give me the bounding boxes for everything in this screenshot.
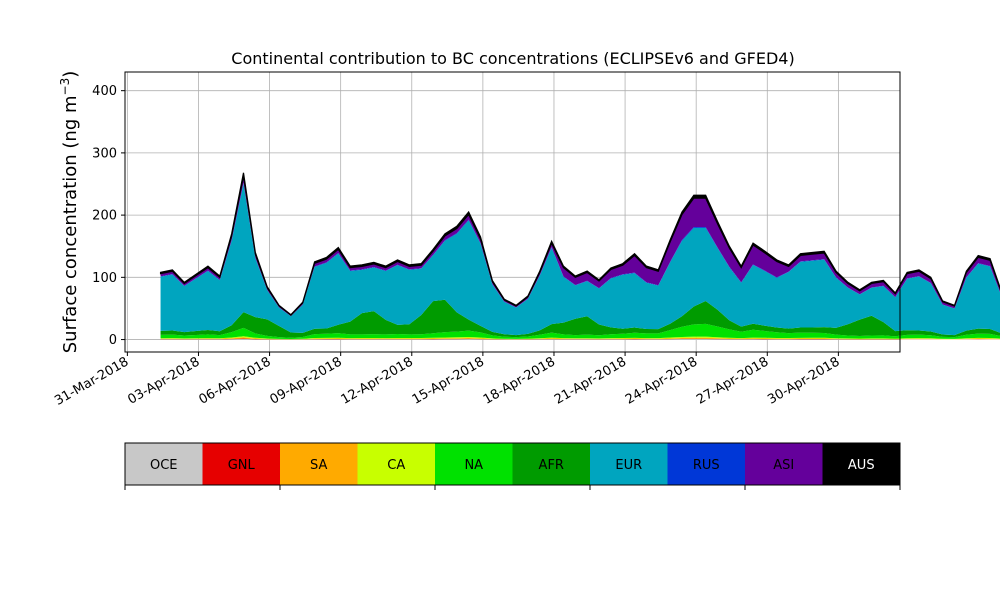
y-axis-label-close: ) xyxy=(60,71,81,78)
x-tick-label: 31-Mar-2018 xyxy=(52,354,131,408)
series-area-na xyxy=(160,323,1000,340)
legend-bar: OCE GNL SA CA NA AFR EUR RUS ASI AUS xyxy=(124,442,901,490)
legend-swatch-afr xyxy=(512,443,590,485)
y-axis-label-main: Surface concentration (ng m xyxy=(60,95,81,353)
legend-swatch-aus xyxy=(822,443,900,485)
legend-label-gnl: GNL xyxy=(228,458,256,473)
legend-label-sa: SA xyxy=(310,458,327,473)
legend-swatch-sa xyxy=(280,443,358,485)
x-tick-label: 24-Apr-2018 xyxy=(623,354,700,407)
y-tick-label: 0 xyxy=(109,333,117,348)
series-area-ca xyxy=(160,336,1000,340)
x-tick-label: 27-Apr-2018 xyxy=(694,354,771,407)
series-area-sa xyxy=(160,337,1000,340)
legend-label-eur: EUR xyxy=(615,458,642,473)
legend-frame xyxy=(124,442,901,486)
x-tick-label: 03-Apr-2018 xyxy=(125,354,202,407)
series-area-eur xyxy=(160,183,1000,336)
y-tick-label: 200 xyxy=(92,209,117,224)
legend-label-na: NA xyxy=(464,458,483,473)
y-axis-label-exponent: −3 xyxy=(58,78,72,96)
legend-swatch-na xyxy=(435,443,513,485)
plot-frame xyxy=(124,71,901,353)
legend-swatch-rus xyxy=(667,443,745,485)
x-tick-label: 06-Apr-2018 xyxy=(196,354,273,407)
chart-title: Continental contribution to BC concentra… xyxy=(231,49,794,68)
legend-swatch-oce xyxy=(125,443,203,485)
y-tick-label: 400 xyxy=(92,84,117,99)
x-tick-label: 09-Apr-2018 xyxy=(268,354,345,407)
legend-label-aus: AUS xyxy=(848,458,875,473)
legend-swatch-eur xyxy=(590,443,668,485)
legend-label-oce: OCE xyxy=(150,458,178,473)
x-tick-label: 30-Apr-2018 xyxy=(765,354,842,407)
x-tick-label: 15-Apr-2018 xyxy=(410,354,487,407)
legend-label-rus: RUS xyxy=(693,458,720,473)
series-area-afr xyxy=(160,299,1000,338)
legend-label-ca: CA xyxy=(387,458,405,473)
series-area-gnl xyxy=(160,338,1000,340)
area-layer xyxy=(159,172,1000,340)
legend-swatch-gnl xyxy=(202,443,280,485)
x-tick-label: 18-Apr-2018 xyxy=(481,354,558,407)
x-tick-label: 21-Apr-2018 xyxy=(552,354,629,407)
y-axis-label: Surface concentration (ng m−3) xyxy=(58,71,81,354)
legend-label-asi: ASI xyxy=(773,458,794,473)
series-area-aus xyxy=(159,172,1000,316)
x-tick-label: 12-Apr-2018 xyxy=(339,354,416,407)
legend-swatch-asi xyxy=(745,443,823,485)
y-tick-label: 300 xyxy=(92,146,117,161)
legend-swatch-ca xyxy=(357,443,435,485)
legend-label-afr: AFR xyxy=(539,458,564,473)
y-tick-label: 100 xyxy=(92,271,117,286)
series-area-oce xyxy=(160,338,1000,340)
